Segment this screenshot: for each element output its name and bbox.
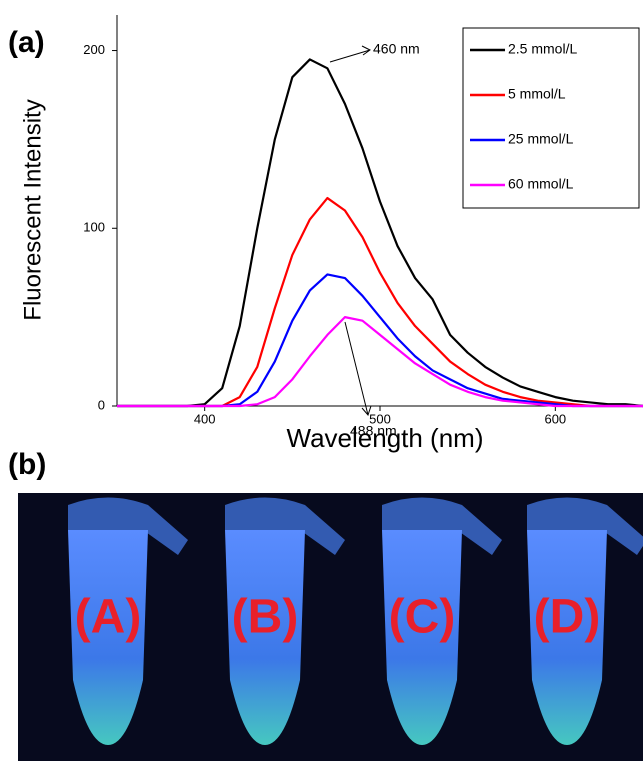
y-axis-label: Fluorescent Intensity — [19, 99, 46, 320]
x-tick-label: 500 — [369, 411, 391, 426]
y-tick-label: 0 — [98, 397, 105, 412]
x-axis-label: Wavelength (nm) — [287, 423, 484, 453]
panel-label: (b) — [8, 448, 46, 481]
tubes: (A) (B) (C) (D) — [68, 497, 643, 745]
tube-label: (C) — [389, 591, 456, 644]
tube-body — [382, 530, 462, 745]
tube-cap — [68, 497, 188, 555]
y-tick-label: 200 — [83, 42, 105, 57]
tube-body — [527, 530, 607, 745]
annotation: 488 nm — [350, 423, 397, 439]
x-tick-label: 400 — [194, 411, 216, 426]
tube-cap — [382, 497, 502, 555]
series-line — [117, 196, 643, 408]
tube-cap — [527, 497, 643, 555]
y-tick-label: 100 — [83, 220, 105, 235]
legend-label: 5 mmol/L — [508, 86, 566, 102]
series-line — [117, 316, 643, 408]
series-line — [117, 273, 643, 408]
tube-label: (D) — [534, 591, 601, 644]
panel-label: (a) — [8, 26, 45, 59]
tube-label: (B) — [232, 591, 299, 644]
tube-label: (A) — [75, 591, 142, 644]
legend — [462, 27, 640, 209]
tube-cap — [225, 497, 345, 555]
arrow — [329, 45, 371, 63]
tube-body — [225, 530, 305, 745]
legend-label: 2.5 mmol/L — [508, 41, 577, 57]
legend-label: 60 mmol/L — [508, 176, 574, 192]
arrow — [344, 321, 372, 416]
series-line — [117, 58, 643, 408]
tube-body — [68, 530, 148, 745]
x-tick-label: 600 — [544, 411, 566, 426]
annotation: 460 nm — [373, 41, 420, 57]
legend-label: 25 mmol/L — [508, 131, 574, 147]
